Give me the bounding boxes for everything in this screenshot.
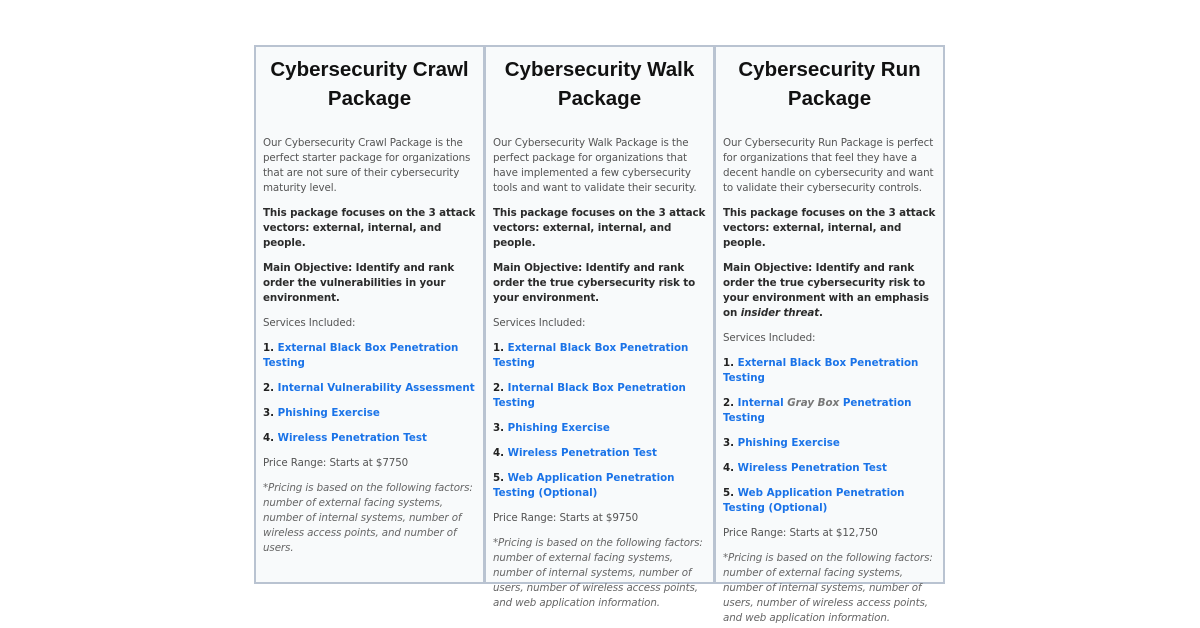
service-item: 2. Internal Gray Box Penetration Testing [723,396,936,426]
pricing-note: *Pricing is based on the following facto… [493,537,703,609]
service-item: 4. Wireless Penetration Test [263,431,476,446]
objective-text: Main Objective: Identify and rank order … [263,262,455,304]
package-title: Cybersecurity Walk Package [504,58,695,110]
service-link-text[interactable]: Internal [737,397,788,409]
service-number: 3. [263,407,278,419]
package-intro: Our Cybersecurity Crawl Package is the p… [263,137,471,194]
package-focus: This package focuses on the 3 attack vec… [723,207,936,249]
service-link-text[interactable]: Phishing Exercise [507,422,610,434]
service-number: 4. [723,462,738,474]
package-column-run: Cybersecurity Run Package Our Cybersecur… [716,47,943,624]
service-item: 4. Wireless Penetration Test [723,461,936,476]
service-number: 1. [263,342,278,354]
service-link[interactable]: External Black Box Penetration Testing [493,342,688,369]
service-item: 4. Wireless Penetration Test [493,446,706,461]
package-objective: Main Objective: Identify and rank order … [493,261,706,306]
service-link-text[interactable]: Wireless Penetration Test [507,447,657,459]
service-item: 1. External Black Box Penetration Testin… [493,341,706,371]
service-number: 2. [723,397,738,409]
service-link[interactable]: Wireless Penetration Test [738,462,887,474]
service-link[interactable]: Internal Vulnerability Assessment [278,382,475,394]
service-number: 4. [263,432,278,444]
service-link-text[interactable]: External Black Box Penetration Testing [723,357,919,384]
objective-text: Main Objective: Identify and rank order … [723,262,929,319]
service-link-text[interactable]: Wireless Penetration Test [737,462,887,474]
service-link-text[interactable]: External Black Box Penetration Testing [493,342,689,369]
service-link[interactable]: Web Application Penetration Testing (Opt… [723,487,905,514]
service-item: 3. Phishing Exercise [493,421,706,436]
service-link[interactable]: Wireless Penetration Test [508,447,657,459]
service-number: 5. [493,472,508,484]
service-link-text[interactable]: External Black Box Penetration Testing [263,342,459,369]
service-number: 4. [493,447,508,459]
objective-text: . [819,307,823,319]
service-link[interactable]: Internal Black Box Penetration Testing [493,382,686,409]
package-focus: This package focuses on the 3 attack vec… [493,207,706,249]
service-number: 3. [493,422,508,434]
service-link[interactable]: Phishing Exercise [278,407,380,419]
service-item: 1. External Black Box Penetration Testin… [723,356,936,386]
service-link[interactable]: Phishing Exercise [738,437,840,449]
service-link-text[interactable]: Phishing Exercise [277,407,380,419]
package-objective: Main Objective: Identify and rank order … [263,261,476,306]
price-range: Price Range: Starts at $9750 [493,512,639,524]
service-link-text[interactable]: Internal Black Box Penetration Testing [493,382,686,409]
objective-emphasis: insider threat [740,307,820,319]
package-focus: This package focuses on the 3 attack vec… [263,207,476,249]
service-item: 2. Internal Black Box Penetration Testin… [493,381,706,411]
service-item: 3. Phishing Exercise [263,406,476,421]
package-intro: Our Cybersecurity Run Package is perfect… [723,137,934,194]
service-number: 3. [723,437,738,449]
package-column-walk: Cybersecurity Walk Package Our Cybersecu… [486,47,716,609]
service-link-text[interactable]: Web Application Penetration Testing (Opt… [493,472,675,499]
service-item: 1. External Black Box Penetration Testin… [263,341,476,371]
service-link-text[interactable]: Penetration Testing [723,397,912,424]
service-link[interactable]: Internal Gray Box Penetration Testing [723,397,911,424]
service-link-text[interactable]: Internal Vulnerability Assessment [277,382,475,394]
service-item: 3. Phishing Exercise [723,436,936,451]
service-link[interactable]: Phishing Exercise [508,422,610,434]
service-item: 5. Web Application Penetration Testing (… [493,471,706,501]
service-link-emphasis[interactable]: Gray Box [787,397,840,409]
package-title: Cybersecurity Run Package [738,58,921,110]
package-column-crawl: Cybersecurity Crawl Package Our Cybersec… [256,47,486,582]
objective-text: Main Objective: Identify and rank order … [493,262,696,304]
package-title: Cybersecurity Crawl Package [270,58,469,110]
packages-table: Cybersecurity Crawl Package Our Cybersec… [254,45,945,624]
service-item: 2. Internal Vulnerability Assessment [263,381,476,396]
service-link-text[interactable]: Phishing Exercise [737,437,840,449]
price-range: Price Range: Starts at $7750 [263,457,409,469]
services-label: Services Included: [493,317,586,329]
service-link[interactable]: External Black Box Penetration Testing [723,357,918,384]
package-objective: Main Objective: Identify and rank order … [723,261,936,321]
services-label: Services Included: [723,332,816,344]
service-link-text[interactable]: Wireless Penetration Test [277,432,427,444]
pricing-note: *Pricing is based on the following facto… [723,552,933,624]
services-label: Services Included: [263,317,356,329]
service-link[interactable]: Web Application Penetration Testing (Opt… [493,472,675,499]
price-range: Price Range: Starts at $12,750 [723,527,878,539]
service-number: 5. [723,487,738,499]
service-number: 1. [723,357,738,369]
package-intro: Our Cybersecurity Walk Package is the pe… [493,137,697,194]
service-link-text[interactable]: Web Application Penetration Testing (Opt… [723,487,905,514]
service-number: 2. [493,382,508,394]
service-item: 5. Web Application Penetration Testing (… [723,486,936,516]
service-number: 1. [493,342,508,354]
service-link[interactable]: Wireless Penetration Test [278,432,427,444]
service-link[interactable]: External Black Box Penetration Testing [263,342,458,369]
service-number: 2. [263,382,278,394]
pricing-note: *Pricing is based on the following facto… [263,482,473,554]
